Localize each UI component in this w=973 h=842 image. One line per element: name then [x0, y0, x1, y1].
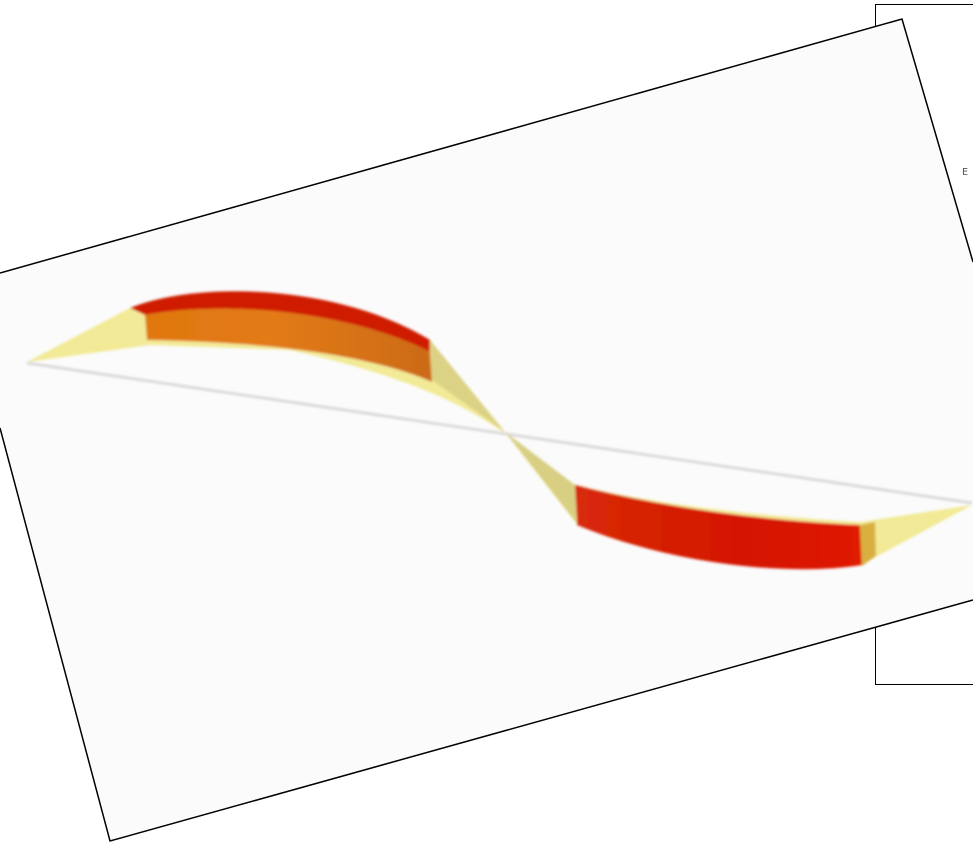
axis-line	[26, 361, 973, 505]
ribbon-right-shadow	[505, 432, 576, 522]
small-e-glyph-icon: E	[962, 167, 969, 178]
band-right	[575, 485, 862, 570]
front-sheet-border	[0, 18, 973, 274]
band-left-top	[130, 291, 430, 352]
ribbon-left-shadow	[430, 340, 505, 432]
front-sheet-border-bottom	[0, 427, 973, 842]
band-right-cap	[860, 522, 876, 566]
band-left-front	[145, 308, 432, 382]
ribbon-group	[26, 291, 973, 570]
